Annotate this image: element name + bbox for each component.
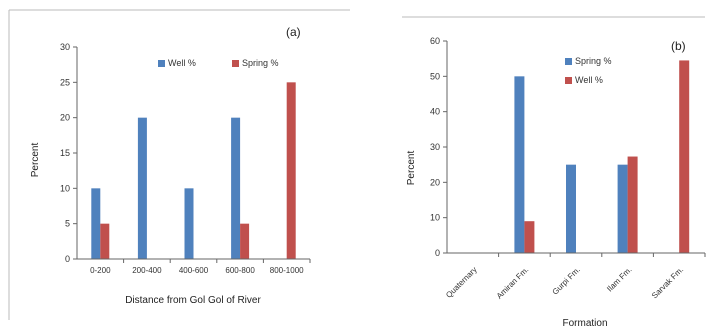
y-tick-label: 40 — [430, 107, 440, 117]
legend-label: Well % — [168, 58, 196, 68]
y-tick-label: 5 — [65, 219, 70, 229]
bar-well--1 — [137, 117, 147, 260]
x-tick-label: Quaternary — [444, 265, 479, 300]
y-tick-label: 25 — [60, 77, 70, 87]
x-tick-label: Sarvak Fm. — [650, 265, 685, 300]
x-axis-title-b: Formation — [562, 318, 607, 329]
bar-spring--4 — [286, 82, 296, 259]
legend-a: Well % Spring % — [158, 58, 279, 68]
bar-well--4 — [679, 60, 690, 253]
bar-spring--3 — [617, 164, 628, 253]
bars-b — [514, 60, 690, 253]
x-tick-label: 600-800 — [225, 266, 255, 275]
x-tick-label: Gurpi Fm. — [550, 265, 582, 297]
legend-label: Spring % — [575, 56, 612, 66]
bars-a — [91, 82, 296, 260]
legend-label: Well % — [575, 75, 603, 85]
x-tick-label: Amiran Fm. — [495, 265, 531, 301]
bar-spring--0 — [100, 223, 110, 259]
y-tick-label: 30 — [430, 142, 440, 152]
x-tick-label: 400-600 — [179, 266, 209, 275]
legend-swatch — [565, 77, 572, 84]
panel-label-b: (b) — [671, 39, 686, 53]
x-tick-label: 800-1000 — [270, 266, 304, 275]
y-tick-label: 0 — [65, 254, 70, 264]
y-tick-label: 30 — [60, 42, 70, 52]
x-tick-label: Ilam Fm. — [605, 265, 633, 293]
y-tick-label: 20 — [430, 177, 440, 187]
x-tick-label: 200-400 — [132, 266, 162, 275]
x-tick-label: 0-200 — [90, 266, 111, 275]
legend-swatch — [158, 60, 165, 67]
y-tick-label: 60 — [430, 36, 440, 46]
legend-label: Spring % — [242, 58, 279, 68]
x-tick-labels-b: Quaternary Amiran Fm. Gurpi Fm. Ilam Fm. Sar… — [444, 253, 706, 301]
bar-spring--2 — [566, 164, 576, 253]
legend-swatch — [565, 58, 572, 65]
legend-b: Spring % Well % — [565, 56, 612, 85]
bar-well--0 — [91, 188, 101, 259]
y-tick-label: 0 — [435, 248, 440, 258]
chart-panel-a: 0 5 10 15 20 25 30 0-200 200-400 400-600 600-800 8… — [30, 25, 311, 306]
bar-well--2 — [184, 188, 194, 259]
bar-spring--1 — [514, 76, 525, 253]
y-tick-label: 10 — [430, 213, 440, 223]
y-axis-title-b: Percent — [406, 151, 417, 186]
y-tick-label: 20 — [60, 113, 70, 123]
y-axis-title-a: Percent — [30, 143, 41, 178]
bar-spring--3 — [240, 223, 250, 259]
chart-panel-b: 0 10 20 30 40 50 60 Quaternary Amiran Fm. Gurpi … — [406, 36, 706, 329]
bar-well--3 — [231, 117, 241, 260]
y-tick-label: 50 — [430, 71, 440, 81]
y-axis-ticks-b: 0 10 20 30 40 50 60 — [430, 36, 447, 258]
bar-well--1 — [524, 221, 535, 253]
y-tick-label: 10 — [60, 183, 70, 193]
y-axis-ticks-a: 0 5 10 15 20 25 30 — [60, 42, 77, 264]
bar-well--3 — [627, 156, 638, 253]
panel-label-a: (a) — [286, 25, 301, 39]
legend-swatch — [232, 60, 239, 67]
y-tick-label: 15 — [60, 148, 70, 158]
x-axis-title-a: Distance from Gol Gol of River — [125, 295, 261, 306]
x-tick-labels-a: 0-200 200-400 400-600 600-800 800-1000 — [90, 259, 311, 275]
